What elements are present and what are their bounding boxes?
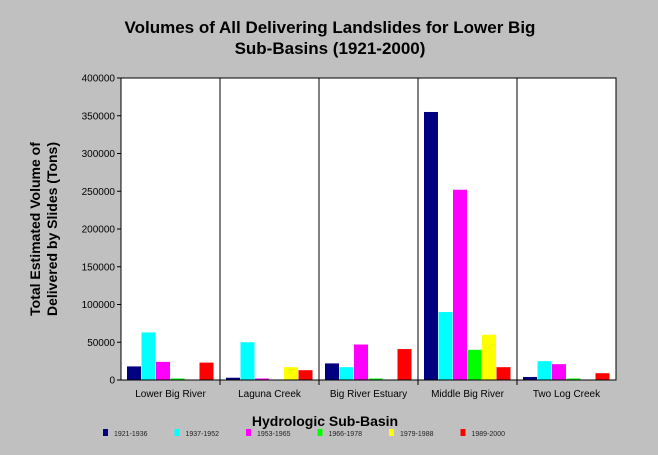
bar-1989-2000-laguna-creek bbox=[298, 370, 313, 380]
bar-1921-1936-middle-big-river bbox=[424, 111, 438, 380]
bar-1953-1965-two-log-creek bbox=[552, 364, 566, 380]
legend-label: 1953-1965 bbox=[257, 431, 291, 438]
legend-swatch bbox=[317, 429, 323, 436]
legend-swatch bbox=[174, 429, 180, 436]
legend-label: 1979-1988 bbox=[400, 431, 434, 438]
bar-1937-1952-middle-big-river bbox=[438, 312, 453, 380]
bar-1921-1936-laguna-creek bbox=[226, 377, 240, 380]
chart-title: Volumes of All Delivering Landslides for… bbox=[125, 18, 536, 58]
legend-swatch bbox=[389, 429, 394, 436]
bar-1979-1988-middle-big-river bbox=[482, 334, 496, 380]
legend-swatch bbox=[460, 429, 466, 436]
plot-area bbox=[121, 78, 616, 380]
legend-swatch bbox=[246, 429, 251, 436]
bar-1966-1978-lower-big-river bbox=[170, 378, 185, 380]
x-category-label: Middle Big River bbox=[431, 389, 504, 400]
y-tick-label: 200000 bbox=[82, 225, 116, 236]
axes bbox=[117, 77, 617, 381]
legend-swatch bbox=[103, 429, 108, 436]
legend-label: 1966-1978 bbox=[329, 431, 363, 438]
bar-1953-1965-middle-big-river bbox=[453, 189, 467, 380]
bar-1937-1952-two-log-creek bbox=[537, 361, 552, 381]
bar-1921-1936-big-river-estuary bbox=[325, 363, 339, 380]
y-tick-label: 300000 bbox=[82, 149, 116, 160]
bar-1921-1936-lower-big-river bbox=[127, 366, 141, 380]
bar-1953-1965-lower-big-river bbox=[156, 361, 170, 380]
bar-1966-1978-two-log-creek bbox=[566, 378, 581, 380]
y-tick-label: 50000 bbox=[87, 338, 115, 349]
bar-1937-1952-lower-big-river bbox=[141, 332, 156, 380]
bar-1937-1952-big-river-estuary bbox=[339, 367, 354, 380]
chart-title-line-1: Volumes of All Delivering Landslides for… bbox=[125, 18, 536, 37]
y-tick-label: 350000 bbox=[82, 111, 116, 122]
bar-1921-1936-two-log-creek bbox=[523, 376, 537, 380]
bar-1989-2000-two-log-creek bbox=[595, 373, 610, 380]
y-axis-title-line-1: Total Estimated Volume of bbox=[27, 142, 43, 316]
y-tick-label: 250000 bbox=[82, 187, 116, 198]
y-tick-labels: 0 50000 100000 150000 200000 250000 300000 3500… bbox=[82, 74, 116, 387]
x-category-label: Laguna Creek bbox=[238, 389, 302, 400]
bar-1979-1988-laguna-creek bbox=[284, 367, 298, 380]
x-axis-title: Hydrologic Sub-Basin bbox=[252, 413, 398, 429]
y-tick-label: 0 bbox=[109, 376, 115, 387]
y-axis-title: Total Estimated Volume of Delivered by S… bbox=[27, 142, 60, 316]
legend: 1921-1936 1937-1952 1953-1965 1966-1978 1979… bbox=[103, 429, 505, 438]
x-category-label: Two Log Creek bbox=[533, 389, 601, 400]
bar-1953-1965-big-river-estuary bbox=[354, 344, 368, 380]
y-tick-label: 150000 bbox=[82, 262, 116, 273]
bar-1989-2000-middle-big-river bbox=[496, 367, 511, 380]
y-axis-title-line-2: Delivered by Slides (Tons) bbox=[44, 142, 60, 316]
bar-1966-1978-big-river-estuary bbox=[368, 378, 383, 380]
bar-1953-1965-laguna-creek bbox=[255, 378, 269, 380]
bars bbox=[127, 111, 610, 381]
legend-label: 1937-1952 bbox=[186, 431, 220, 438]
bar-1966-1978-middle-big-river bbox=[467, 349, 482, 380]
category-separators bbox=[219, 78, 518, 385]
bar-1937-1952-laguna-creek bbox=[240, 342, 255, 380]
bar-1989-2000-lower-big-river bbox=[199, 362, 214, 380]
bar-1989-2000-big-river-estuary bbox=[397, 349, 412, 380]
chart-title-line-2: Sub-Basins (1921-2000) bbox=[235, 39, 426, 58]
x-category-label: Lower Big River bbox=[135, 389, 206, 400]
x-category-label: Big River Estuary bbox=[330, 389, 407, 400]
legend-label: 1989-2000 bbox=[472, 431, 506, 438]
y-tick-label: 100000 bbox=[82, 300, 116, 311]
legend-label: 1921-1936 bbox=[114, 431, 148, 438]
y-tick-label: 400000 bbox=[82, 74, 116, 85]
x-category-labels: Lower Big River Laguna Creek Big River Est… bbox=[135, 389, 601, 400]
